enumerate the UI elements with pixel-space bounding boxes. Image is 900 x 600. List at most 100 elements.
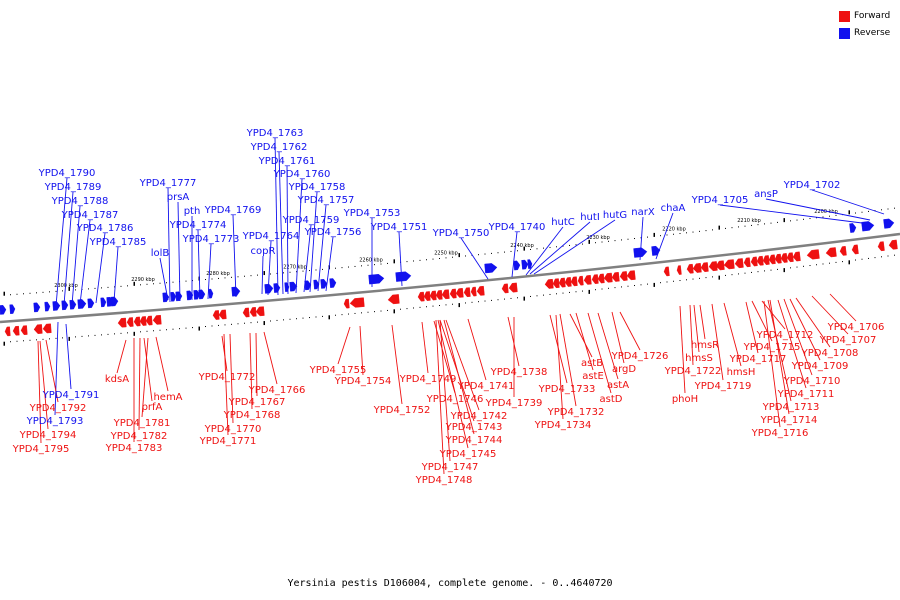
tick-mark-below [744,272,746,274]
tick-mark-above [62,290,63,292]
forward-gene-arrow [839,245,847,256]
reverse-gene-label: YPD4_1769 [204,205,262,216]
reverse-gene-label: lolB [151,248,170,259]
forward-gene-arrow [429,290,437,301]
tick-mark-below [42,338,44,340]
forward-gene-label: YPD4_1739 [485,398,543,409]
tick-mark-below [406,308,408,310]
tick-mark-below [614,287,616,289]
tick-mark-above [855,212,856,214]
scale-label: 2250 kbp [434,250,458,256]
forward-gene-arrow [851,244,859,255]
scale-label: 2260 kbp [359,257,383,263]
forward-gene-label: phoH [672,394,698,405]
tick-mark-below [94,334,96,336]
reverse-gene-arrow [264,283,274,294]
reverse-gene-arrow [193,290,201,300]
forward-gene-label: YPD4_1772 [198,372,256,383]
leader-line [783,298,813,376]
tick-mark-below [250,322,252,324]
tick-mark-below [666,281,668,283]
leader-line [745,301,759,354]
reverse-gene-label: prsA [167,192,190,203]
forward-gene-arrow [708,261,718,272]
tick-mark-below [68,336,70,341]
tick-mark-above [276,272,278,274]
leader-line [435,319,445,475]
leader-line [261,255,264,295]
genome-backbone [0,232,900,324]
forward-gene-label: YPD4_1738 [490,367,548,378]
tick-mark-above [595,242,596,244]
tick-mark-below [471,301,473,303]
tick-mark-above [172,281,174,283]
tick-mark-above [777,221,778,223]
reverse-gene-arrow [9,304,16,314]
tick-mark-above [218,277,219,279]
tick-mark-above [666,234,668,236]
tick-mark-below [692,278,694,280]
tick-mark-below [192,327,193,329]
forward-gene-arrow [558,277,566,288]
reverse-gene-arrow [289,281,298,292]
reverse-gene-label: YPD4_1702 [783,180,841,191]
leader-line [789,298,821,361]
tick-mark-below [205,326,206,328]
forward-gene-arrow [597,273,605,284]
tick-mark-above [458,253,460,258]
reverse-gene-label: YPD4_1757 [297,195,355,206]
leader-line [761,300,786,330]
tick-mark-above [712,229,713,231]
reverse-gene-arrow [521,259,529,270]
forward-gene-arrow [4,326,11,337]
tick-mark-above [289,271,291,273]
tick-mark-above [530,248,531,250]
forward-gene-arrow [449,288,457,299]
leader-line [443,319,475,435]
tick-mark-below [75,336,76,338]
scale-label: 2270 kbp [283,264,307,270]
tick-mark-above [250,275,252,277]
tick-mark-below [894,254,895,256]
tick-mark-below [400,308,401,310]
tick-mark-above [673,233,674,235]
tick-mark-below [803,265,804,267]
tick-mark-above [374,264,375,266]
reverse-gene-label: YPD4_1753 [343,208,401,219]
leader-line [138,337,141,431]
forward-gene-arrow [611,272,620,282]
forward-gene-arrow [212,310,220,320]
reverse-gene-arrow [513,260,521,271]
forward-gene-arrow [619,271,628,281]
tick-mark-above [536,248,538,250]
leader-line [421,321,429,374]
tick-mark-above [517,250,518,252]
tick-mark-above [757,224,759,226]
tick-mark-below [569,291,570,293]
leader-line [71,205,81,306]
tick-mark-below [783,268,785,273]
legend-reverse-label: Reverse [854,28,891,38]
reverse-gene-arrow [0,305,7,315]
tick-mark-above [816,217,817,219]
leader-line [679,305,686,394]
forward-gene-label: YPD4_1713 [762,402,820,413]
tick-mark-above [478,254,479,256]
leader-line [811,295,849,335]
forward-gene-label: argD [612,364,636,375]
tick-mark-above [224,277,226,279]
forward-gene-label: YPD4_1755 [309,365,367,376]
tick-mark-below [88,335,89,337]
tick-mark-below [738,273,739,275]
tick-mark-below [231,323,232,325]
leader-line [699,304,706,340]
forward-gene-label: YPD4_1708 [801,348,859,359]
reverse-gene-arrow [861,221,875,232]
legend-forward-label: Forward [854,11,891,21]
tick-mark-above [543,247,544,249]
tick-mark-above [738,226,739,228]
leader-line [569,313,593,358]
leader-line [525,226,564,276]
tick-mark-below [881,256,882,258]
tick-mark-below [289,318,291,320]
